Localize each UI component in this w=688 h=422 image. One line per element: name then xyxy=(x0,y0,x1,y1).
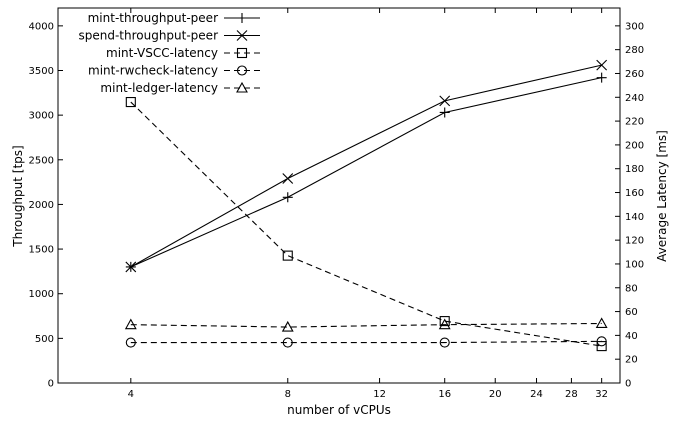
series-layer xyxy=(124,59,608,352)
legend-marker xyxy=(236,30,248,41)
data-point xyxy=(281,320,294,332)
y2-tick-label: 20 xyxy=(625,355,638,366)
series-mint-VSCC-latency xyxy=(125,96,607,352)
data-point xyxy=(596,72,607,83)
data-point xyxy=(439,337,450,348)
y2-tick-label: 0 xyxy=(625,379,631,390)
y2-tick-label: 200 xyxy=(625,140,644,151)
y2-tick-label: 100 xyxy=(625,259,644,270)
axis-ticks xyxy=(58,8,620,384)
y2-tick-label: 40 xyxy=(625,331,638,342)
data-point xyxy=(125,96,136,108)
data-point xyxy=(124,318,137,330)
series-line xyxy=(130,64,602,268)
y2-tick-label: 300 xyxy=(625,21,644,32)
data-point xyxy=(439,316,450,327)
y2-tick-label: 260 xyxy=(625,69,644,80)
data-point xyxy=(596,59,608,71)
legend-label: mint-ledger-latency xyxy=(100,81,218,95)
legend-marker xyxy=(236,47,248,59)
series-line xyxy=(130,77,602,268)
x-tick-label: 4 xyxy=(128,389,134,400)
data-point xyxy=(125,261,137,273)
data-point xyxy=(439,95,451,107)
x-tick-label: 24 xyxy=(530,389,543,400)
tick-labels: 0 500 1000 1500 2000 2500 3000 3500 4000 0 20 40 60 8… xyxy=(29,21,645,400)
data-point xyxy=(595,317,608,329)
data-point xyxy=(125,337,136,348)
series-spend-throughput-peer xyxy=(125,59,608,273)
y-tick-label: 3500 xyxy=(29,66,54,77)
y-tick-label: 1000 xyxy=(29,289,54,300)
y2-tick-label: 60 xyxy=(625,307,638,318)
series-line xyxy=(130,340,602,344)
legend-entry: mint-throughput-peer xyxy=(88,11,260,25)
x-tick-label: 16 xyxy=(438,389,451,400)
legend-entry: mint-VSCC-latency xyxy=(106,46,260,60)
legend-entry: mint-rwcheck-latency xyxy=(88,64,260,78)
legend-marker xyxy=(236,65,248,76)
series-line xyxy=(130,322,602,328)
legend-label: mint-VSCC-latency xyxy=(106,46,218,60)
y2-tick-label: 80 xyxy=(625,283,638,294)
legend-marker xyxy=(236,81,248,93)
legend: mint-throughput-peer spend-throughput-pee… xyxy=(78,11,260,95)
y2-tick-label: 120 xyxy=(625,236,644,247)
y2-tick-label: 180 xyxy=(625,164,644,175)
y2-tick-label: 160 xyxy=(625,188,644,199)
y-tick-label: 2500 xyxy=(29,155,54,166)
series-mint-ledger-latency xyxy=(124,317,608,332)
legend-label: mint-rwcheck-latency xyxy=(88,64,218,78)
x-tick-label: 8 xyxy=(285,389,291,400)
x-tick-label: 32 xyxy=(595,389,608,400)
y-tick-label: 2000 xyxy=(29,200,54,211)
y-tick-label: 3000 xyxy=(29,111,54,122)
y-tick-label: 1500 xyxy=(29,245,54,256)
data-point xyxy=(439,107,450,118)
y-tick-label: 4000 xyxy=(29,21,54,32)
x-tick-label: 28 xyxy=(565,389,578,400)
legend-entry: spend-throughput-peer xyxy=(78,29,260,43)
x-tick-label: 20 xyxy=(489,389,502,400)
legend-marker xyxy=(237,13,247,23)
x-tick-label: 12 xyxy=(373,389,386,400)
y-axis-label: Throughput [tps] xyxy=(11,145,25,247)
x-axis-label: number of vCPUs xyxy=(287,403,391,417)
y2-tick-label: 280 xyxy=(625,45,644,56)
legend-entry: mint-ledger-latency xyxy=(100,81,260,95)
y2-tick-label: 220 xyxy=(625,117,644,128)
data-point xyxy=(282,192,293,203)
data-point xyxy=(596,336,607,347)
y-tick-label: 500 xyxy=(35,334,54,345)
series-mint-rwcheck-latency xyxy=(125,336,607,348)
y-tick-label: 0 xyxy=(48,379,54,390)
legend-label: mint-throughput-peer xyxy=(88,11,218,25)
y2-tick-label: 140 xyxy=(625,212,644,223)
y2-tick-label: 240 xyxy=(625,93,644,104)
legend-label: spend-throughput-peer xyxy=(78,29,218,43)
data-point xyxy=(438,318,451,330)
data-point xyxy=(282,250,293,261)
series-line xyxy=(130,101,602,347)
data-point xyxy=(282,337,293,348)
data-point xyxy=(282,173,294,184)
series-mint-throughput-peer xyxy=(125,72,607,272)
plot-frame xyxy=(57,7,621,384)
y2-axis-label: Average Latency [ms] xyxy=(655,130,669,262)
